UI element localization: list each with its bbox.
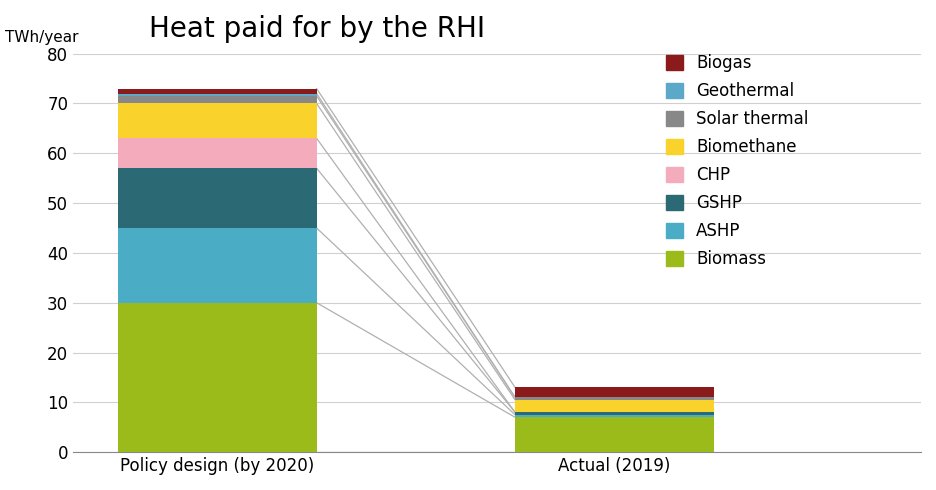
Bar bbox=[118, 103, 316, 138]
Bar bbox=[515, 388, 713, 397]
Bar bbox=[515, 417, 713, 452]
Bar bbox=[515, 415, 713, 417]
Bar bbox=[118, 138, 316, 168]
Bar bbox=[118, 228, 316, 303]
Bar bbox=[118, 89, 316, 94]
Bar bbox=[118, 96, 316, 103]
Bar bbox=[118, 303, 316, 452]
Bar bbox=[515, 400, 713, 412]
Bar bbox=[118, 94, 316, 96]
Text: Heat paid for by the RHI: Heat paid for by the RHI bbox=[150, 15, 486, 43]
Legend: Biogas, Geothermal, Solar thermal, Biomethane, CHP, GSHP, ASHP, Biomass: Biogas, Geothermal, Solar thermal, Biome… bbox=[658, 46, 817, 277]
Text: TWh/year: TWh/year bbox=[6, 30, 79, 45]
Bar bbox=[118, 168, 316, 228]
Bar bbox=[515, 397, 713, 400]
Bar bbox=[515, 412, 713, 415]
